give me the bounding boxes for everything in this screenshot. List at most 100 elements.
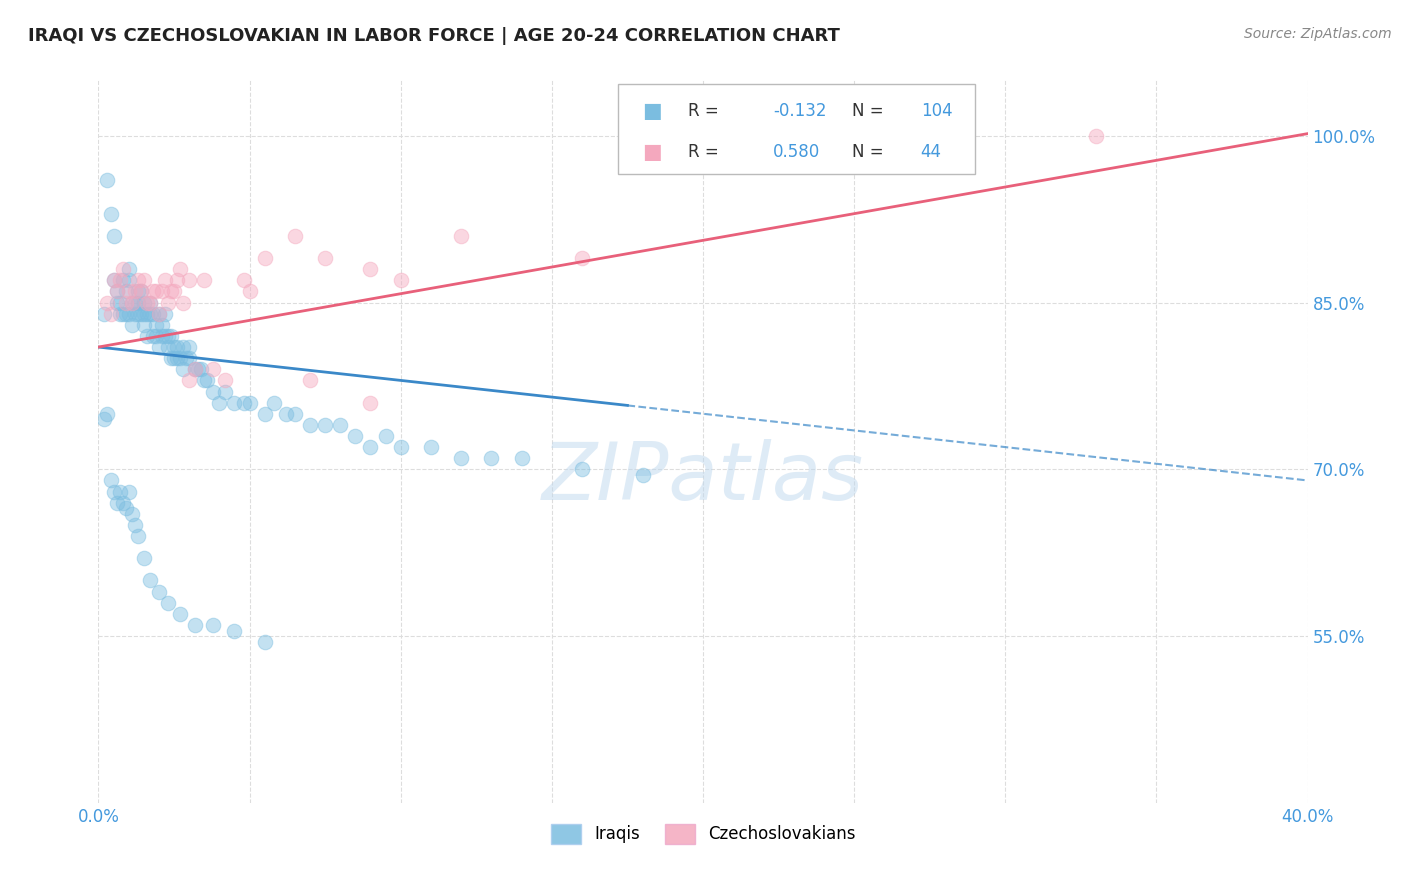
Point [100, 474, 122, 488]
Point [127, 285, 149, 299]
Point [100, 307, 122, 321]
Point [105, 285, 128, 299]
Point [169, 607, 191, 621]
Point [148, 307, 170, 321]
Point [202, 384, 225, 399]
Point [190, 362, 212, 376]
Point [124, 307, 146, 321]
Point [193, 373, 215, 387]
Point [166, 273, 188, 287]
Point [214, 384, 236, 399]
Point [172, 340, 194, 354]
Text: R =: R = [689, 144, 720, 161]
Point [202, 618, 225, 632]
Point [163, 351, 186, 366]
Point [132, 318, 155, 332]
Point [118, 273, 141, 287]
Point [232, 273, 254, 287]
Point [145, 318, 167, 332]
Point [195, 373, 218, 387]
Point [160, 285, 183, 299]
Point [114, 295, 136, 310]
Point [93, 412, 115, 426]
Point [172, 295, 194, 310]
Point [163, 285, 186, 299]
Point [111, 307, 134, 321]
Point [124, 285, 146, 299]
Point [96, 407, 118, 421]
Point [156, 596, 179, 610]
Text: N =: N = [852, 102, 883, 120]
Point [124, 517, 146, 532]
Point [160, 329, 183, 343]
Point [135, 307, 157, 321]
Point [142, 329, 165, 343]
Point [163, 340, 186, 354]
Point [148, 340, 170, 354]
Point [150, 318, 173, 332]
Point [450, 451, 472, 466]
Point [1085, 128, 1108, 143]
Point [132, 273, 155, 287]
Point [214, 373, 236, 387]
Point [93, 307, 115, 321]
Text: R =: R = [689, 102, 720, 120]
Point [150, 285, 173, 299]
Point [124, 295, 146, 310]
Point [103, 484, 125, 499]
Point [420, 440, 443, 454]
Point [510, 451, 533, 466]
Point [344, 429, 367, 443]
Point [184, 618, 207, 632]
Point [153, 329, 176, 343]
Point [253, 251, 276, 265]
Point [179, 273, 201, 287]
Point [139, 574, 162, 588]
Text: ■: ■ [643, 143, 662, 162]
Text: -0.132: -0.132 [773, 102, 827, 120]
Text: N =: N = [852, 144, 883, 161]
Point [148, 584, 170, 599]
Point [481, 451, 503, 466]
Point [153, 307, 176, 321]
Point [253, 407, 276, 421]
Point [571, 462, 593, 476]
Point [105, 285, 128, 299]
Point [374, 429, 396, 443]
FancyBboxPatch shape [619, 84, 976, 174]
Point [172, 362, 194, 376]
Point [139, 295, 162, 310]
Point [103, 273, 125, 287]
Point [179, 351, 201, 366]
Point [166, 340, 188, 354]
Point [114, 501, 136, 516]
Point [239, 395, 262, 409]
Point [111, 273, 134, 287]
Point [360, 262, 382, 277]
Point [193, 273, 215, 287]
Point [179, 340, 201, 354]
Point [127, 307, 149, 321]
Point [139, 295, 162, 310]
Point [156, 295, 179, 310]
Point [239, 285, 262, 299]
Point [166, 351, 188, 366]
Point [263, 395, 285, 409]
Text: Source: ZipAtlas.com: Source: ZipAtlas.com [1244, 27, 1392, 41]
Point [103, 228, 125, 243]
Point [121, 295, 143, 310]
Point [156, 329, 179, 343]
Text: 44: 44 [921, 144, 942, 161]
Point [132, 551, 155, 566]
Point [108, 484, 131, 499]
Point [132, 307, 155, 321]
Point [145, 285, 167, 299]
Text: ■: ■ [643, 101, 662, 120]
Point [299, 417, 322, 432]
Point [121, 318, 143, 332]
Point [284, 228, 307, 243]
Point [184, 362, 207, 376]
Point [135, 295, 157, 310]
Point [329, 417, 352, 432]
Point [100, 207, 122, 221]
